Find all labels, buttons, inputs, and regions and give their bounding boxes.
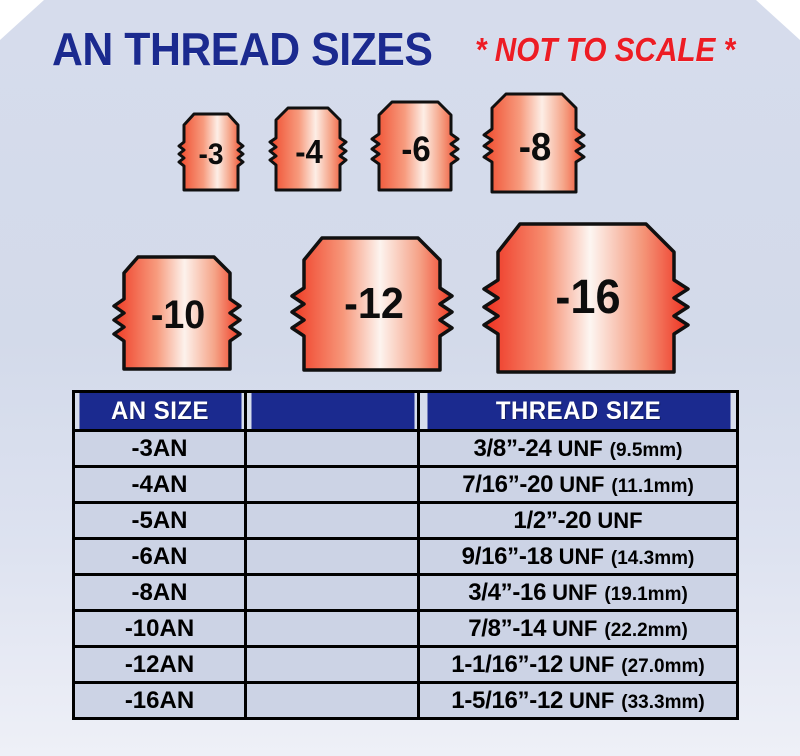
thread-standard: UNF (569, 651, 615, 677)
table-row: -5AN 1/2”-20 UNF (72, 501, 739, 540)
thread-standard: UNF (559, 471, 605, 497)
thread-standard: UNF (569, 687, 615, 713)
fitting-shape-8: -8 (480, 92, 590, 196)
thread-metric: (11.1mm) (611, 475, 694, 497)
cell-an-size: -10AN (72, 609, 247, 648)
fitting-shape-4: -4 (266, 106, 352, 194)
cell-an-size: -12AN (72, 645, 247, 684)
thread-metric: (14.3mm) (610, 547, 695, 569)
thread-size-table: AN SIZE THREAD SIZE -3AN 3/8”-24 UNF (9.5m… (72, 390, 739, 720)
fitting-shape-12: -12 (288, 236, 460, 374)
table-body: -3AN 3/8”-24 UNF (9.5mm) -4AN 7/16”-20 UNF(… (72, 429, 739, 720)
thread-fraction: 3/4”-16 (468, 578, 547, 606)
cell-thread-size: 1/2”-20 UNF (417, 501, 739, 540)
table-row: -6AN 9/16”-18 UNF (14.3mm) (72, 537, 739, 576)
table-row: -10AN 7/8”-14 UNF (22.2mm) (72, 609, 739, 648)
cell-thread-size: 9/16”-18 UNF (14.3mm) (417, 537, 739, 576)
thread-metric: (22.2mm) (604, 619, 688, 641)
cell-thread-size: 7/16”-20 UNF (11.1mm) (417, 465, 739, 504)
cell-blank (244, 573, 420, 612)
column-header-thread-size: THREAD SIZE (423, 390, 733, 432)
chart-header: AN THREAD SIZES * NOT TO SCALE * (0, 18, 800, 80)
cell-an-size: -8AN (72, 573, 247, 612)
cell-thread-size: 3/8”-24 UNF (9.5mm) (417, 429, 739, 468)
thread-fraction: 1/2”-20 (513, 506, 592, 534)
table-row: -16AN 1-5/16”-12 UNF (33.3mm) (72, 681, 739, 720)
table-row: -12AN 1-1/16”-12 UNF (27.0mm) (72, 645, 739, 684)
page-title: AN THREAD SIZES (52, 23, 433, 75)
thread-standard: UNF (597, 507, 643, 533)
cell-blank (244, 681, 420, 720)
fitting-shape-6: -6 (368, 100, 464, 194)
table-row: -3AN 3/8”-24 UNF (9.5mm) (72, 429, 739, 468)
column-header-an-size: AN SIZE (75, 390, 244, 432)
fitting-illustrations: -3 -4 (110, 92, 698, 376)
thread-metric: (33.3mm) (621, 691, 705, 713)
thread-metric: (9.5mm) (609, 439, 683, 461)
thread-fraction: 9/16”-18 (461, 542, 553, 570)
fitting-shape-10: -10 (110, 255, 246, 373)
fitting-shape-3: -3 (174, 112, 248, 194)
cell-blank (244, 501, 420, 540)
thread-metric: (19.1mm) (604, 583, 688, 605)
thread-fraction: 1-1/16”-12 (451, 650, 564, 678)
fitting-shape-16: -16 (478, 222, 698, 376)
thread-standard: UNF (552, 615, 598, 641)
thread-standard: UNF (552, 579, 598, 605)
cell-blank (244, 465, 420, 504)
cell-blank (244, 645, 420, 684)
cell-blank (244, 609, 420, 648)
thread-fraction: 3/8”-24 (473, 434, 552, 462)
cell-an-size: -3AN (72, 429, 247, 468)
table-row: -4AN 7/16”-20 UNF (11.1mm) (72, 465, 739, 504)
thread-standard: UNF (558, 543, 604, 569)
cell-thread-size: 1-1/16”-12 UNF (27.0mm) (417, 645, 739, 684)
cell-thread-size: 7/8”-14 UNF (22.2mm) (417, 609, 739, 648)
cell-blank (244, 537, 420, 576)
table-header-row: AN SIZE THREAD SIZE (74, 390, 738, 432)
thread-standard: UNF (557, 435, 603, 461)
thread-metric: (27.0mm) (621, 655, 705, 677)
cell-an-size: -5AN (72, 501, 247, 540)
cell-an-size: -16AN (72, 681, 247, 720)
column-header-blank (247, 390, 417, 432)
cell-thread-size: 3/4”-16 UNF (19.1mm) (417, 573, 739, 612)
thread-fraction: 7/16”-20 (462, 470, 554, 498)
thread-size-table-wrapper: AN SIZE THREAD SIZE -3AN 3/8”-24 UNF (9.5m… (72, 390, 739, 720)
cell-an-size: -4AN (72, 465, 247, 504)
thread-fraction: 7/8”-14 (468, 614, 547, 642)
cell-blank (244, 429, 420, 468)
cell-an-size: -6AN (72, 537, 247, 576)
thread-fraction: 1-5/16”-12 (451, 686, 564, 714)
not-to-scale-note: * NOT TO SCALE * (475, 30, 736, 68)
table-row: -8AN 3/4”-16 UNF (19.1mm) (72, 573, 739, 612)
cell-thread-size: 1-5/16”-12 UNF (33.3mm) (417, 681, 739, 720)
